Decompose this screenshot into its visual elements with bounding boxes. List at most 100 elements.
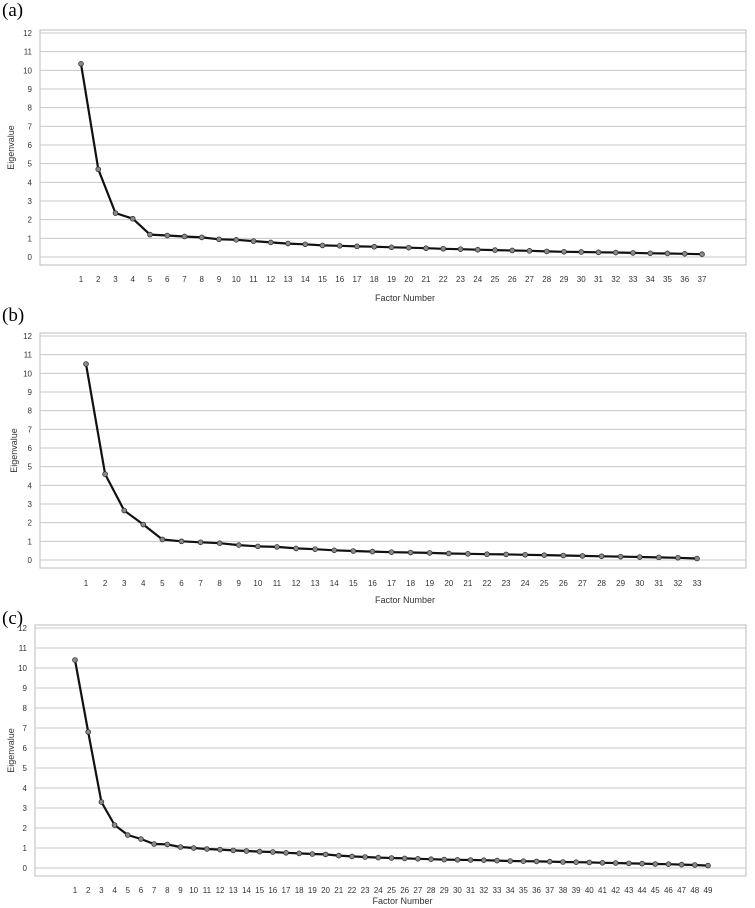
x-tick-label-a: 20 [404,275,413,284]
x-tick-label-b: 25 [540,579,549,588]
x-tick-label-a: 34 [646,275,655,284]
data-point-c [164,841,171,848]
panel-label-c: (c) [2,608,24,629]
data-point-c [283,850,289,856]
x-tick-label-a: 11 [249,275,258,284]
x-tick-label-c: 1 [73,886,78,895]
y-tick-label-b: 12 [23,332,32,341]
data-point-c [217,846,223,853]
x-tick-label-a: 16 [335,275,344,284]
x-tick-label-a: 23 [456,275,465,284]
data-point-a [681,251,688,257]
data-point-b [541,552,548,558]
data-point-c [204,846,210,852]
x-tick-label-c: 11 [203,886,212,895]
data-point-b [83,361,89,367]
x-tick-label-a: 3 [113,275,118,284]
data-point-b [274,544,280,550]
x-tick-label-c: 29 [440,886,449,895]
x-tick-label-b: 7 [198,579,203,588]
data-point-c [322,851,329,858]
x-tick-label-c: 24 [374,886,383,895]
plot-frame-a [39,29,747,266]
x-tick-label-c: 7 [152,886,157,895]
data-point-c [270,849,276,855]
y-axis-title-a: Eigenvalue [6,125,16,170]
data-point-c [626,860,632,867]
data-point-c [190,845,197,851]
data-point-a [474,246,481,253]
x-tick-label-c: 2 [86,886,91,895]
x-tick-label-b: 33 [693,579,702,588]
data-point-a [612,249,619,256]
y-tick-label-a: 6 [28,141,33,150]
x-tick-label-a: 5 [148,275,153,284]
x-tick-label-a: 25 [491,275,500,284]
data-point-a [423,245,429,252]
x-tick-label-a: 30 [577,275,586,284]
data-point-a [78,60,84,67]
data-point-b [293,545,299,552]
x-tick-label-b: 16 [368,579,377,588]
x-tick-label-b: 2 [103,579,108,588]
x-tick-label-c: 37 [545,886,554,895]
panel-label-b: (b) [2,305,25,326]
data-point-b [350,548,357,554]
x-tick-label-b: 10 [253,579,262,588]
data-point-b [598,553,605,560]
eigenvalue-line-c [73,659,709,867]
y-tick-label-a: 9 [28,85,33,94]
x-tick-label-b: 30 [635,579,644,588]
data-point-b [255,543,261,550]
x-tick-label-c: 20 [321,886,330,895]
data-point-a [509,247,516,254]
x-tick-label-c: 44 [638,886,647,895]
y-tick-label-a: 11 [24,48,33,57]
y-tick-label-a: 7 [28,122,33,131]
data-point-c [415,856,421,862]
data-point-b [465,551,471,557]
y-tick-label-c: 2 [23,824,28,833]
data-point-c [177,844,184,850]
y-tick-label-c: 6 [23,744,28,753]
data-point-c [560,859,566,865]
y-tick-label-b: 1 [28,537,33,546]
plot-frame-c [34,624,747,877]
y-tick-label-a: 12 [23,29,32,38]
x-tick-label-c: 23 [361,886,370,895]
data-point-c [678,861,685,868]
x-tick-label-b: 23 [502,579,511,588]
x-tick-label-b: 11 [273,579,282,588]
x-tick-label-a: 24 [473,275,482,284]
data-point-a [561,248,567,255]
data-point-c [599,860,606,866]
x-tick-label-c: 5 [126,886,131,895]
data-point-a [492,247,498,253]
x-tick-label-c: 41 [598,886,607,895]
y-tick-label-c: 7 [23,724,28,733]
data-point-a [233,237,240,243]
x-axis-title-b: Factor Number [375,595,435,605]
data-point-b [235,542,242,548]
y-tick-label-b: 8 [28,407,33,416]
data-point-c [309,851,316,857]
y-axis-title-b: Eigenvalue [9,428,19,473]
data-point-b [121,507,127,514]
y-tick-label-b: 3 [28,500,33,509]
data-point-c [349,853,355,860]
y-tick-label-a: 2 [28,216,33,225]
data-point-a [388,244,395,251]
x-tick-label-c: 3 [99,886,104,895]
y-tick-label-b: 5 [28,463,33,472]
x-tick-label-b: 14 [330,579,339,588]
x-tick-label-c: 31 [466,886,475,895]
x-tick-label-a: 32 [611,275,620,284]
x-tick-label-b: 13 [311,579,320,588]
x-tick-label-a: 36 [680,275,689,284]
data-point-b [426,550,433,556]
data-point-c [481,857,487,864]
x-tick-label-a: 33 [629,275,638,284]
data-point-b [445,550,452,557]
